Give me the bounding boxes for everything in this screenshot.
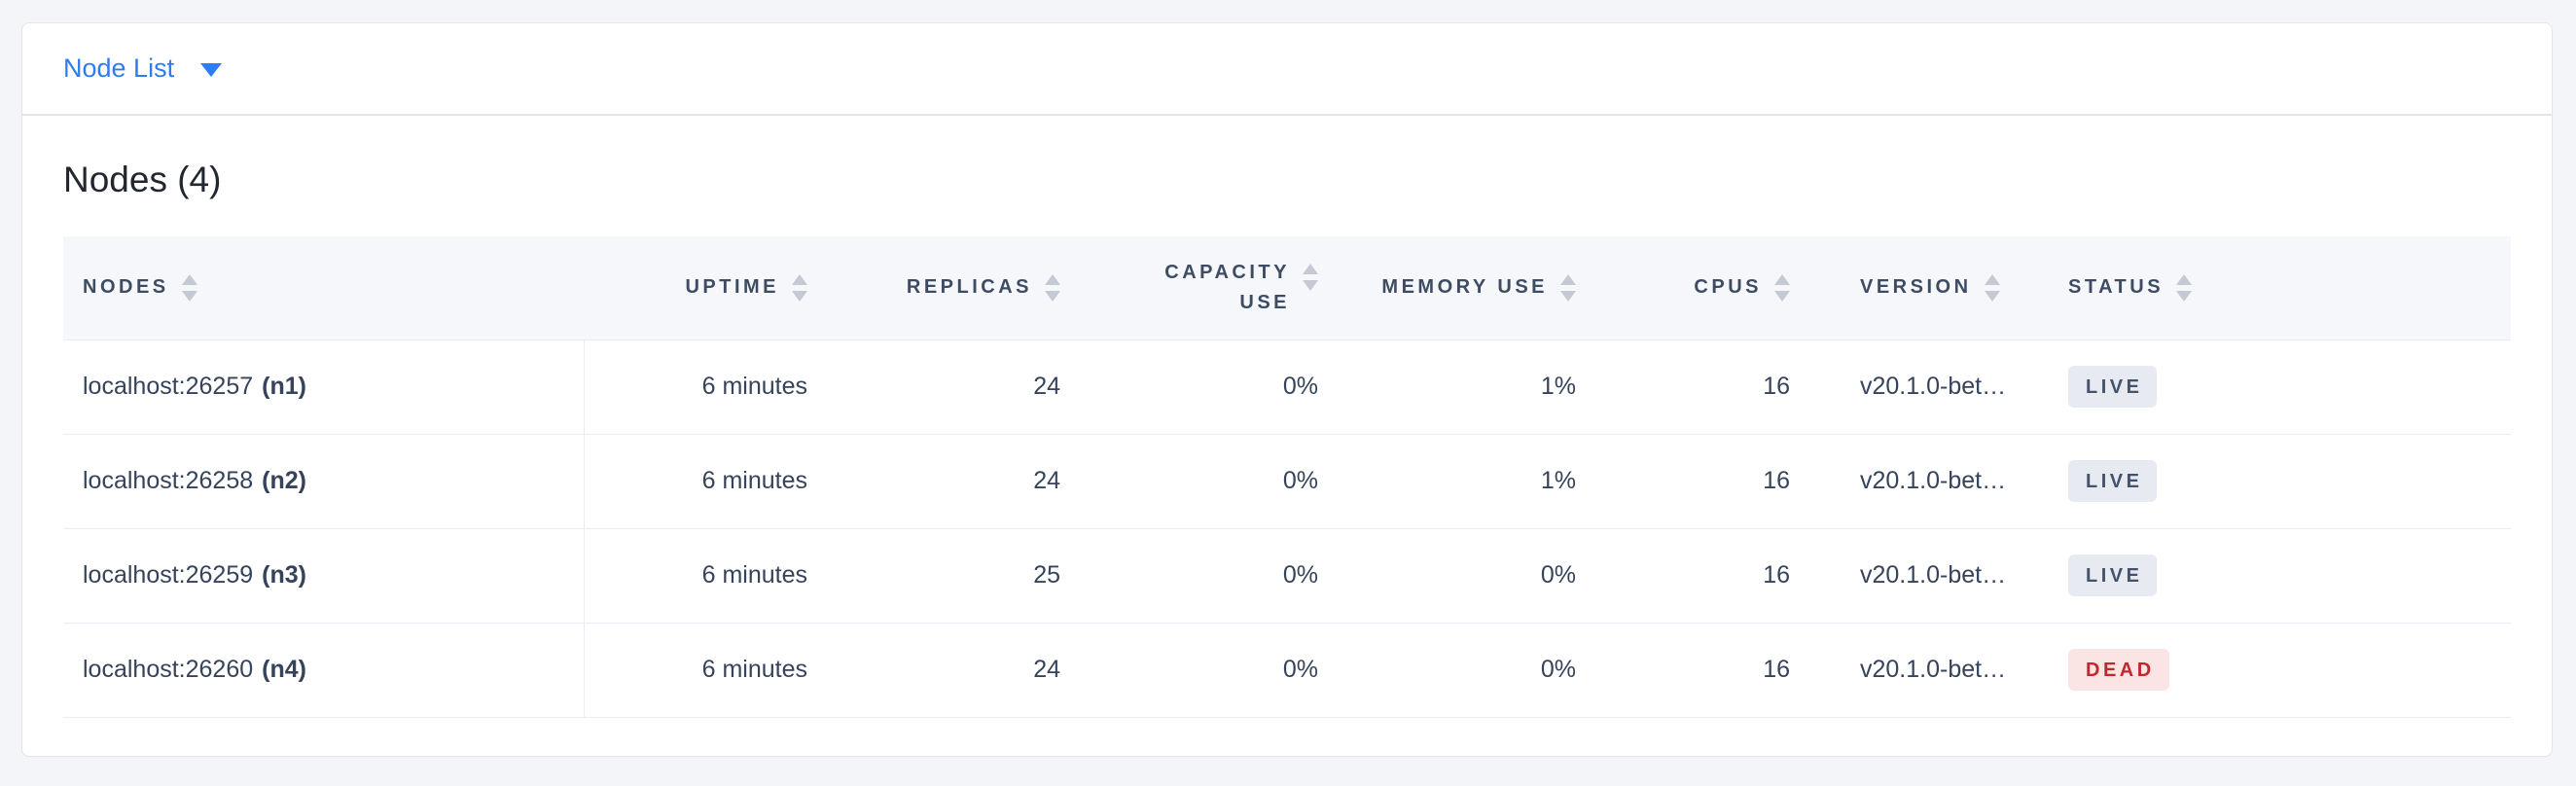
status-cell: LIVE bbox=[2053, 434, 2511, 529]
page-title: Nodes (4) bbox=[63, 160, 222, 199]
view-dropdown[interactable]: Node List bbox=[63, 54, 223, 84]
capacity-use-cell: 0% bbox=[1080, 434, 1338, 529]
view-dropdown-label: Node List bbox=[63, 54, 175, 83]
memory-use-cell: 0% bbox=[1338, 623, 1595, 718]
memory-use-cell: 1% bbox=[1338, 339, 1595, 435]
column-header-nodes[interactable]: NODES bbox=[63, 236, 584, 340]
node-id: (n1) bbox=[262, 373, 306, 400]
version-cell: v20.1.0-bet… bbox=[1809, 623, 2053, 718]
node-address-cell: localhost:26258 (n2) bbox=[63, 434, 585, 529]
node-address-cell: localhost:26260 (n4) bbox=[63, 623, 585, 718]
capacity-use-cell: 0% bbox=[1080, 339, 1338, 435]
replicas-cell: 24 bbox=[827, 339, 1080, 435]
column-label: REPLICAS bbox=[906, 276, 1032, 299]
version-cell: v20.1.0-bet… bbox=[1809, 528, 2053, 624]
status-cell: LIVE bbox=[2053, 528, 2511, 624]
view-selector-bar: Node List bbox=[22, 23, 2552, 116]
replicas-cell: 25 bbox=[827, 528, 1080, 624]
replicas-cell: 24 bbox=[827, 434, 1080, 529]
column-label: UPTIME bbox=[685, 276, 779, 299]
column-header-uptime[interactable]: UPTIME bbox=[584, 236, 827, 340]
sort-arrows-icon bbox=[1045, 273, 1060, 302]
column-label: VERSION bbox=[1860, 276, 1972, 299]
column-header-memory-use[interactable]: MEMORY USE bbox=[1338, 236, 1595, 340]
column-label: CPUS bbox=[1694, 276, 1762, 299]
cpus-cell: 16 bbox=[1595, 623, 1809, 718]
caret-down-icon bbox=[200, 63, 223, 77]
node-address: localhost:26259 bbox=[83, 561, 254, 589]
sort-arrows-icon bbox=[1560, 273, 1576, 302]
node-row[interactable]: localhost:26258 (n2) 6 minutes 24 0% 1% 1… bbox=[63, 434, 2511, 529]
uptime-cell: 6 minutes bbox=[584, 339, 827, 435]
node-id: (n4) bbox=[262, 656, 306, 683]
cpus-cell: 16 bbox=[1595, 434, 1809, 529]
column-label: STATUS bbox=[2068, 276, 2165, 299]
node-id: (n3) bbox=[262, 561, 306, 589]
memory-use-cell: 1% bbox=[1338, 434, 1595, 529]
status-cell: DEAD bbox=[2053, 623, 2511, 718]
sort-arrows-icon bbox=[792, 273, 807, 302]
status-badge: LIVE bbox=[2068, 366, 2158, 408]
node-address-cell: localhost:26259 (n3) bbox=[63, 528, 585, 624]
replicas-cell: 24 bbox=[827, 623, 1080, 718]
uptime-cell: 6 minutes bbox=[584, 623, 827, 718]
node-list-content: Nodes (4) NODES UPTIME bbox=[22, 116, 2552, 718]
uptime-cell: 6 minutes bbox=[584, 434, 827, 529]
table-header-row: NODES UPTIME REPLICAS bbox=[63, 236, 2511, 340]
node-list-panel: Node List Nodes (4) NODES bbox=[21, 22, 2553, 757]
version-cell: v20.1.0-bet… bbox=[1809, 434, 2053, 529]
status-badge: LIVE bbox=[2068, 554, 2158, 596]
node-row[interactable]: localhost:26257 (n1) 6 minutes 24 0% 1% 1… bbox=[63, 339, 2511, 435]
column-header-replicas[interactable]: REPLICAS bbox=[827, 236, 1080, 340]
column-label: NODES bbox=[83, 276, 169, 299]
sort-arrows-icon bbox=[181, 273, 197, 302]
cpus-cell: 16 bbox=[1595, 528, 1809, 624]
column-label: MEMORY USE bbox=[1381, 276, 1548, 299]
column-header-version[interactable]: VERSION bbox=[1809, 236, 2053, 340]
status-badge: LIVE bbox=[2068, 460, 2158, 502]
nodes-table: NODES UPTIME REPLICAS bbox=[63, 236, 2511, 718]
cpus-cell: 16 bbox=[1595, 339, 1809, 435]
column-header-capacity-use[interactable]: CAPACITY USE bbox=[1080, 236, 1338, 340]
memory-use-cell: 0% bbox=[1338, 528, 1595, 624]
sort-arrows-icon bbox=[1303, 263, 1318, 291]
column-header-cpus[interactable]: CPUS bbox=[1595, 236, 1809, 340]
status-badge: DEAD bbox=[2068, 649, 2169, 691]
node-row[interactable]: localhost:26260 (n4) 6 minutes 24 0% 0% 1… bbox=[63, 623, 2511, 718]
node-address: localhost:26260 bbox=[83, 656, 254, 683]
sort-arrows-icon bbox=[1774, 273, 1790, 302]
node-address-cell: localhost:26257 (n1) bbox=[63, 339, 585, 435]
version-cell: v20.1.0-bet… bbox=[1809, 339, 2053, 435]
column-header-status[interactable]: STATUS bbox=[2053, 236, 2511, 340]
column-label: CAPACITY USE bbox=[1164, 261, 1290, 313]
node-address: localhost:26258 bbox=[83, 467, 254, 494]
capacity-use-cell: 0% bbox=[1080, 528, 1338, 624]
status-cell: LIVE bbox=[2053, 339, 2511, 435]
uptime-cell: 6 minutes bbox=[584, 528, 827, 624]
sort-arrows-icon bbox=[1984, 273, 2000, 302]
node-row[interactable]: localhost:26259 (n3) 6 minutes 25 0% 0% 1… bbox=[63, 528, 2511, 624]
capacity-use-cell: 0% bbox=[1080, 623, 1338, 718]
node-id: (n2) bbox=[262, 467, 306, 494]
node-address: localhost:26257 bbox=[83, 373, 254, 400]
sort-arrows-icon bbox=[2176, 273, 2193, 302]
